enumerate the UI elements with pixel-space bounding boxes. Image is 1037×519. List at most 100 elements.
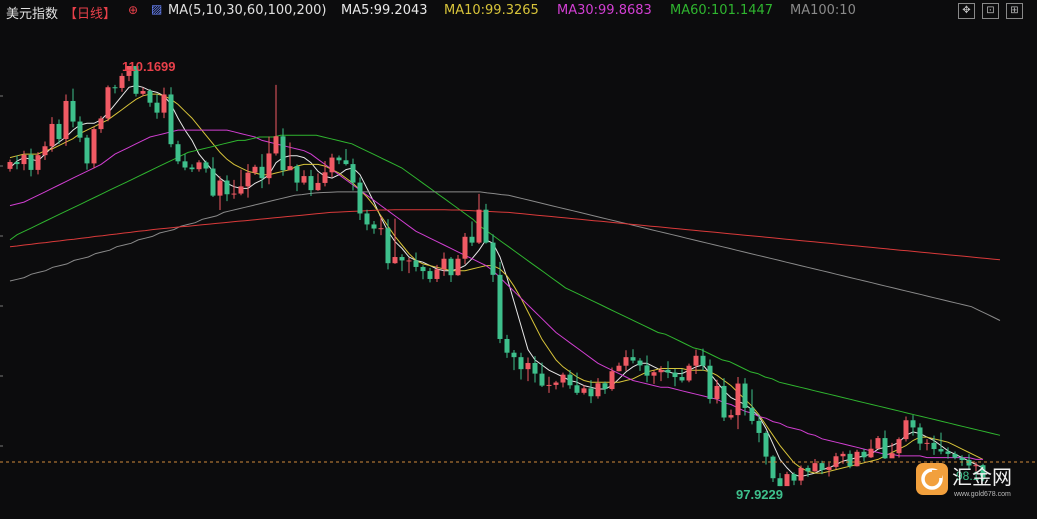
candle-up <box>462 236 468 259</box>
candle-down <box>931 442 937 450</box>
candle-down <box>203 162 209 169</box>
candle-down <box>588 388 594 397</box>
ma60-value: MA60:101.1447 <box>670 3 774 18</box>
candle-down <box>413 260 419 267</box>
instrument-name: 美元指数 <box>6 7 59 22</box>
candle-down <box>966 460 972 466</box>
candle-down <box>763 432 769 457</box>
candle-down <box>777 478 783 487</box>
candle-up <box>161 94 167 113</box>
candle-down <box>483 209 489 243</box>
svg-text:汇金网: 汇金网 <box>952 465 1012 489</box>
candle-up <box>553 382 559 385</box>
candle-down <box>56 123 62 140</box>
candle-up <box>812 463 818 472</box>
candle-down <box>112 87 118 89</box>
candle-up <box>21 154 27 165</box>
candle-down <box>336 157 342 161</box>
candle-up <box>91 129 97 164</box>
candle-up <box>896 439 902 454</box>
candle-down <box>532 362 538 374</box>
candle-down <box>602 383 608 390</box>
candle-up <box>455 258 461 276</box>
candle-up <box>714 385 720 399</box>
candle-up <box>315 182 321 191</box>
candle-up <box>266 153 272 179</box>
candle-down <box>749 407 755 421</box>
candle-up <box>126 65 132 76</box>
ma5-value: MA5:99.2043 <box>341 3 428 18</box>
candle-down <box>805 467 811 472</box>
candle-down <box>819 463 825 470</box>
ma100-line <box>9 191 1001 321</box>
ma60-line <box>9 134 1001 436</box>
gold678-logo: 汇金网 www.gold678.com <box>916 462 1036 500</box>
candle-up <box>658 369 664 373</box>
candle-down <box>672 372 678 378</box>
move-icon[interactable]: ✥ <box>958 3 975 19</box>
candle-down <box>770 456 776 479</box>
maximize-icon[interactable]: ⊞ <box>1006 3 1023 19</box>
candle-down <box>133 65 139 94</box>
candle-down <box>511 352 517 358</box>
ma100-value: MA100:10 <box>790 3 856 18</box>
candle-down <box>308 176 314 191</box>
ma200-line <box>9 209 1001 261</box>
candle-up <box>252 166 258 173</box>
candle-down <box>14 162 20 165</box>
candle-down <box>700 355 706 366</box>
period-selector[interactable]: 【日线】 <box>64 7 117 22</box>
candle-down <box>945 451 951 454</box>
candle-down <box>294 166 300 183</box>
candle-down <box>938 449 944 452</box>
candle-up <box>392 257 398 264</box>
candle-down <box>154 102 160 113</box>
candle-up <box>119 75 125 88</box>
candle-up <box>798 467 804 481</box>
candle-up <box>273 136 279 154</box>
candle-down <box>343 160 349 165</box>
moving-average-lines <box>9 84 1001 478</box>
candle-up <box>378 228 384 230</box>
candle-down <box>189 167 195 170</box>
candle-down <box>448 258 454 276</box>
candle-down <box>427 271 433 279</box>
restore-icon[interactable]: ⊡ <box>982 3 999 19</box>
candle-up <box>826 466 832 470</box>
ma30-line <box>9 129 983 460</box>
candle-down <box>175 144 181 162</box>
candle-up <box>329 157 335 173</box>
candle-up <box>238 186 244 194</box>
candle-up <box>231 193 237 195</box>
candle-up <box>735 383 741 416</box>
candle-up <box>301 176 307 183</box>
candle-down <box>420 266 426 272</box>
candle-up <box>903 420 909 440</box>
candle-up <box>49 123 55 147</box>
candle-up <box>609 371 615 390</box>
indicator-icon[interactable]: ▨ <box>151 2 163 16</box>
candle-up <box>728 415 734 418</box>
add-indicator-icon[interactable]: ⊕ <box>128 3 139 17</box>
candle-up <box>686 365 692 381</box>
candle-down <box>756 420 762 433</box>
candle-down <box>679 377 685 381</box>
candle-up <box>889 453 895 459</box>
candle-down <box>917 427 923 444</box>
candle-down <box>910 420 916 428</box>
candle-down <box>210 168 216 196</box>
candle-down <box>182 161 188 168</box>
ma10-line <box>9 93 984 474</box>
candle-down <box>847 453 853 467</box>
candle-up <box>35 155 41 170</box>
candle-down <box>490 242 496 275</box>
candle-down <box>518 357 524 370</box>
candle-down <box>665 369 671 373</box>
candle-up <box>63 100 69 140</box>
candle-down <box>84 137 90 164</box>
candle-up <box>581 388 587 393</box>
candle-down <box>357 182 363 214</box>
ma10-value: MA10:99.3265 <box>444 3 539 18</box>
candle-up <box>616 365 622 372</box>
candle-down <box>637 360 643 366</box>
